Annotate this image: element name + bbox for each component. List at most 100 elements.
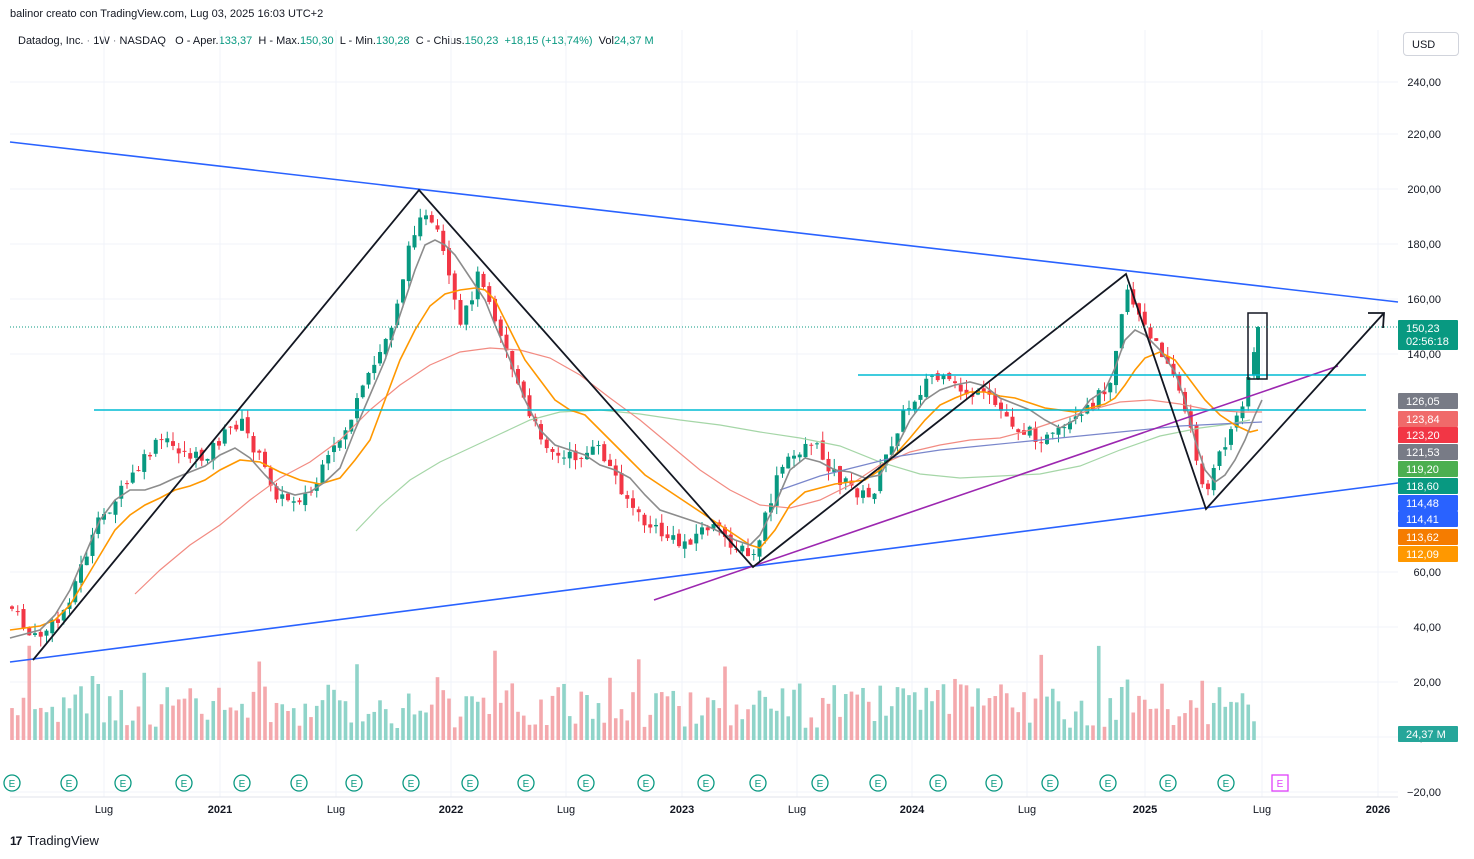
- volume-bar: [435, 677, 440, 740]
- earnings-badge-icon[interactable]: [290, 774, 308, 792]
- volume-bar: [21, 697, 26, 740]
- volume-bar: [291, 708, 296, 740]
- close-value: 150,23: [464, 35, 499, 47]
- volume-bar: [10, 708, 14, 740]
- time-axis[interactable]: Lug 2021 Lug 2022 Lug 2023 Lug 2024 Lug 2025 Lug 20…: [10, 796, 1398, 816]
- volume-bar: [418, 710, 423, 740]
- earnings-badge-icon[interactable]: [345, 774, 363, 792]
- currency-button[interactable]: USD: [1403, 32, 1459, 56]
- earnings-badge-icon[interactable]: [637, 774, 655, 792]
- volume-bar: [1183, 713, 1187, 740]
- earnings-badge-icon[interactable]: [1099, 774, 1117, 792]
- volume-bar: [487, 713, 492, 740]
- candle-body: [636, 509, 641, 513]
- candle-body: [84, 556, 89, 566]
- volume-bar: [245, 717, 250, 740]
- volume-bar: [843, 694, 848, 740]
- earnings-badge-icon[interactable]: [869, 774, 887, 792]
- earnings-badge-icon[interactable]: [114, 774, 132, 792]
- volume-bar: [148, 724, 152, 740]
- earnings-badge-icon[interactable]: [461, 774, 479, 792]
- earnings-badge-icon[interactable]: [749, 774, 767, 792]
- volume-bar: [1234, 702, 1239, 740]
- candle-body: [918, 394, 923, 400]
- candle-body: [573, 450, 578, 461]
- volume-bar: [1188, 700, 1193, 740]
- candle-body: [912, 401, 917, 410]
- price-axis[interactable]: 240,00 220,00 200,00 180,00 160,00 140,00 60,0…: [1407, 77, 1441, 799]
- earnings-letter: E: [817, 779, 824, 790]
- candle-body: [625, 495, 630, 499]
- earnings-badge-icon[interactable]: [517, 774, 535, 792]
- price-tag: 123,84: [1398, 411, 1458, 427]
- x-tick-label: Lug: [1018, 804, 1036, 816]
- volume-bar: [205, 719, 210, 740]
- volume-bar: [596, 703, 601, 740]
- earnings-badge-icon[interactable]: [3, 774, 21, 792]
- candle-body: [332, 445, 336, 453]
- volume-bar: [1240, 693, 1245, 740]
- earnings-badge-icon[interactable]: [1217, 774, 1235, 792]
- volume-bar: [1079, 700, 1084, 740]
- x-tick-label: 2025: [1133, 804, 1157, 816]
- brand-name: TradingView: [27, 833, 99, 848]
- earnings-badge-icon[interactable]: [1159, 774, 1177, 792]
- volume-bar: [625, 720, 630, 740]
- earnings-badge-icon[interactable]: [811, 774, 829, 792]
- earnings-badge-icon[interactable]: [175, 774, 193, 792]
- volume-bar: [613, 718, 618, 740]
- candle-body: [705, 527, 710, 531]
- volume-bar: [113, 720, 118, 740]
- candle-body: [182, 450, 187, 452]
- volume-bars: [10, 645, 1256, 740]
- earnings-letter: E: [181, 779, 188, 790]
- volume-bar: [924, 687, 929, 740]
- volume-bar: [780, 688, 785, 740]
- candle-body: [378, 352, 382, 364]
- candle-body: [947, 372, 952, 380]
- volume-bar: [550, 695, 555, 740]
- earnings-letter: E: [467, 779, 474, 790]
- candle-body: [1004, 412, 1009, 417]
- price-tag: 123,20: [1398, 427, 1458, 443]
- volume-bar: [153, 726, 158, 740]
- earnings-badge-icon[interactable]: [697, 774, 715, 792]
- candle-body: [153, 439, 158, 454]
- earnings-letter: E: [66, 779, 73, 790]
- volume-bar: [1246, 704, 1251, 740]
- volume-bar: [688, 692, 693, 740]
- earnings-badge-icon[interactable]: [1041, 774, 1059, 792]
- ma-green: [355, 409, 1251, 532]
- price-tag-text: 121,53: [1406, 447, 1440, 459]
- candle-body: [286, 493, 290, 501]
- candle-body: [194, 451, 198, 458]
- earnings-badge-icon[interactable]: [402, 774, 420, 792]
- candle-body: [981, 388, 986, 393]
- earnings-badge-icon[interactable]: [985, 774, 1003, 792]
- upcoming-earnings-icon[interactable]: [1271, 774, 1289, 792]
- x-tick-label: 2021: [208, 804, 232, 816]
- earnings-badge-icon[interactable]: [60, 774, 78, 792]
- earnings-badge-icon[interactable]: [233, 774, 251, 792]
- y-tick-label: 160,00: [1407, 294, 1441, 306]
- earnings-badge-icon[interactable]: [577, 774, 595, 792]
- drawings[interactable]: [9, 141, 1399, 663]
- volume-bar: [84, 713, 89, 740]
- earnings-badge-icon[interactable]: [929, 774, 947, 792]
- volume-bar: [504, 690, 509, 740]
- tradingview-brand[interactable]: 17 TradingView: [10, 833, 99, 848]
- price-tag: 118,60: [1398, 478, 1458, 494]
- symbol-name[interactable]: Datadog, Inc.: [18, 35, 84, 47]
- volume-bar: [665, 696, 670, 740]
- interval[interactable]: 1W: [93, 35, 110, 47]
- volume-bar: [1033, 698, 1038, 740]
- candle-body: [1154, 338, 1159, 341]
- candle-body: [263, 451, 267, 467]
- volume-bar: [412, 714, 417, 740]
- candle-body: [746, 548, 750, 557]
- volume-bar: [751, 704, 756, 740]
- y-tick-label: 20,00: [1413, 677, 1441, 689]
